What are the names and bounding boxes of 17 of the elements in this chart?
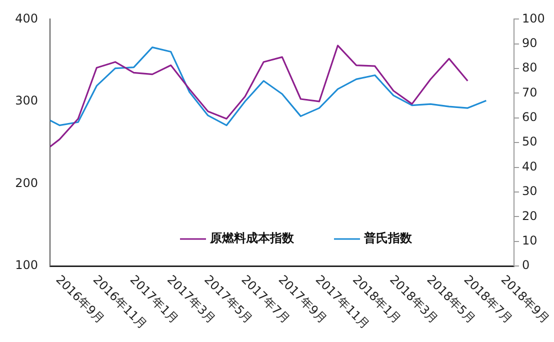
y2-tick-label: 20 <box>522 208 538 223</box>
y-tick-label: 200 <box>15 176 38 190</box>
y2-tick-label: 100 <box>522 11 545 26</box>
y2-tick-label: 30 <box>522 184 538 198</box>
y2-tick-label: 0 <box>522 258 530 272</box>
legend-label: 普氏指数 <box>363 231 413 246</box>
y2-tick-label: 10 <box>522 233 538 248</box>
y2-tick-label: 40 <box>522 159 538 174</box>
y2-tick-label: 50 <box>522 134 538 149</box>
y2-tick-label: 90 <box>522 36 538 50</box>
y-tick-label: 100 <box>15 258 38 272</box>
y-tick-label: 400 <box>15 11 38 26</box>
y-tick-label: 300 <box>15 94 38 108</box>
y2-tick-label: 60 <box>522 110 538 124</box>
legend-label: 原燃料成本指数 <box>209 231 295 246</box>
y2-tick-label: 80 <box>522 60 538 75</box>
y2-tick-label: 70 <box>522 85 538 100</box>
